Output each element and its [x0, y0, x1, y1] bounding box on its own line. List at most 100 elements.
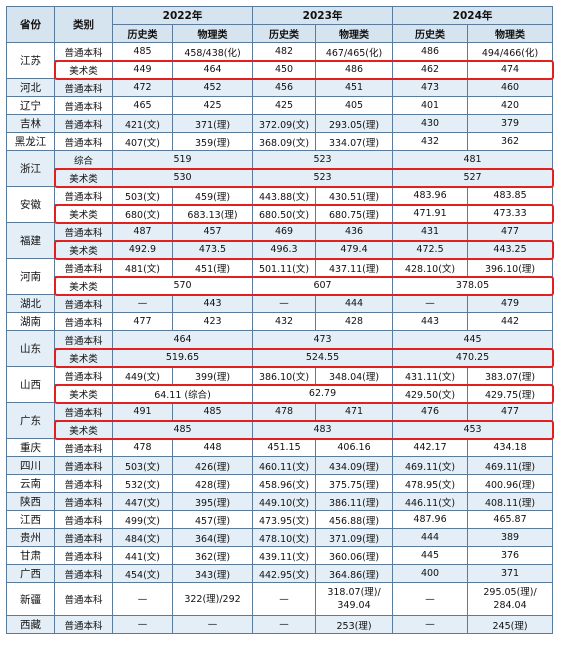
category-cell: 普通本科 [54, 96, 113, 115]
table-row: 河北 普通本科 472 452 456 451 473 460 [6, 78, 554, 97]
merged-score-cell: 378.05 [392, 276, 554, 295]
score-cell: 456 [252, 78, 317, 97]
score-cell: 476 [392, 402, 469, 421]
category-cell: 普通本科 [54, 114, 113, 133]
score-cell: — [392, 582, 469, 616]
merged-score-cell: 470.25 [392, 348, 554, 367]
province-cell: 重庆 [6, 438, 55, 457]
table-row: 山西 普通本科 449(文) 399(理) 386.10(文) 348.04(理) 431.… [6, 366, 554, 403]
score-cell: 459(理) [171, 186, 254, 205]
score-cell: — [392, 294, 469, 313]
category-cell: 普通本科 [54, 474, 113, 493]
category-cell: 普通本科 [54, 615, 113, 634]
category-cell: 普通本科 [54, 294, 113, 313]
table-row: 美术类 680(文) 683.13(理) 680.50(文) 680.75(理) 471.… [7, 204, 554, 223]
province-cell: 浙江 [6, 150, 55, 187]
score-cell: 472 [112, 78, 173, 97]
score-cell: 441(文) [112, 546, 173, 565]
score-cell: 460.11(文) [252, 456, 317, 475]
score-cell: 485 [112, 42, 173, 61]
header-category: 类别 [54, 6, 113, 43]
score-cell: 400 [392, 564, 469, 583]
table-row: 美术类 570 607 378.05 [7, 276, 554, 295]
merged-score-cell: 530 [111, 168, 254, 187]
province-cell: 山东 [6, 330, 55, 367]
table-row: 甘肃 普通本科 441(文) 362(理) 439.11(文) 360.06(理) 445 3… [6, 546, 554, 565]
score-cell: — [392, 615, 469, 634]
score-cell: 447(文) [112, 492, 173, 511]
score-cell: 457(理) [171, 510, 254, 529]
score-cell: 425 [171, 96, 254, 115]
category-cell: 普通本科 [54, 42, 113, 61]
score-cell: 469.11(理) [467, 456, 554, 475]
header-province: 省份 [6, 6, 55, 43]
category-cell: 普通本科 [54, 78, 113, 97]
merged-score-cell: 481 [392, 150, 554, 169]
category-cell: 综合 [54, 150, 113, 169]
score-cell: 434.09(理) [315, 456, 394, 475]
table-header: 省份 类别 2022年 2023年 2024年 历史类 物理类 历史类 物理类 … [6, 6, 554, 43]
merged-score-cell: 445 [392, 330, 554, 349]
score-cell: 245(理) [467, 615, 554, 634]
score-cell: 434.18 [467, 438, 554, 457]
score-cell: 478.95(文) [392, 474, 469, 493]
score-cell: 464 [171, 60, 254, 79]
score-cell: 396.10(理) [467, 258, 554, 277]
province-cell: 甘肃 [6, 546, 55, 565]
score-cell: 446.11(文) [392, 492, 469, 511]
merged-score-cell: 519 [111, 150, 254, 169]
score-cell: 348.04(理) [315, 366, 394, 385]
category-cell: 普通本科 [54, 402, 113, 421]
province-cell: 云南 [6, 474, 55, 493]
score-cell: 343(理) [171, 564, 254, 583]
header-physics: 物理类 [315, 24, 394, 43]
table-row: 黑龙江 普通本科 407(文) 359(理) 368.09(文) 334.07(理) 432… [6, 132, 554, 151]
merged-score-cell: 523 [252, 150, 394, 169]
province-cell: 河南 [6, 258, 55, 295]
score-table-container: 省份 类别 2022年 2023年 2024年 历史类 物理类 历史类 物理类 … [6, 6, 554, 634]
score-cell: 360.06(理) [315, 546, 394, 565]
score-cell: — [112, 294, 173, 313]
score-cell: 501.11(文) [252, 258, 317, 277]
score-cell: 400.96(理) [467, 474, 554, 493]
category-cell: 普通本科 [54, 438, 113, 457]
merged-score-cell: 570 [111, 276, 254, 295]
score-cell: 471 [315, 402, 394, 421]
score-cell: 364(理) [171, 528, 254, 547]
score-cell: 442.95(文) [252, 564, 317, 583]
score-cell: 472.5 [392, 240, 469, 259]
province-cell: 四川 [6, 456, 55, 475]
score-cell: 371 [467, 564, 554, 583]
table-row: 四川 普通本科 503(文) 426(理) 460.11(文) 434.09(理) 469.… [6, 456, 554, 475]
score-cell: 322(理)/292 [171, 582, 254, 616]
score-cell: 443 [392, 312, 469, 331]
merged-score-cell: 62.79 [252, 384, 394, 403]
header-history: 历史类 [392, 24, 469, 43]
category-cell: 普通本科 [54, 510, 113, 529]
province-cell: 黑龙江 [6, 132, 55, 151]
score-cell: 371.09(理) [315, 528, 394, 547]
table-row: 福建 普通本科 487 457 469 436 431 477 [6, 222, 554, 259]
category-cell: 美术类 [54, 384, 113, 403]
score-cell: 406.16 [315, 438, 394, 457]
header-physics: 物理类 [467, 24, 554, 43]
score-cell: 444 [315, 294, 394, 313]
score-cell: 483.85 [467, 186, 554, 205]
category-cell: 普通本科 [54, 546, 113, 565]
score-cell: — [112, 582, 173, 616]
score-cell: 477 [467, 402, 554, 421]
table-row: 贵州 普通本科 484(文) 364(理) 478.10(文) 371.09(理) 444 3… [6, 528, 554, 547]
score-cell: 449(文) [112, 366, 173, 385]
score-cell: 458/438(化) [171, 42, 254, 61]
score-cell: 487.96 [392, 510, 469, 529]
merged-score-cell: 607 [252, 276, 394, 295]
table-row: 辽宁 普通本科 465 425 425 405 401 420 [6, 96, 554, 115]
merged-score-cell: 464 [111, 330, 254, 349]
score-cell: 442 [467, 312, 554, 331]
header-year-2024: 2024年 [392, 6, 554, 25]
province-cell: 广西 [6, 564, 55, 583]
score-cell: — [252, 582, 317, 616]
score-cell: 368.09(文) [252, 132, 317, 151]
category-cell: 普通本科 [54, 528, 113, 547]
score-cell: 457 [171, 222, 254, 241]
